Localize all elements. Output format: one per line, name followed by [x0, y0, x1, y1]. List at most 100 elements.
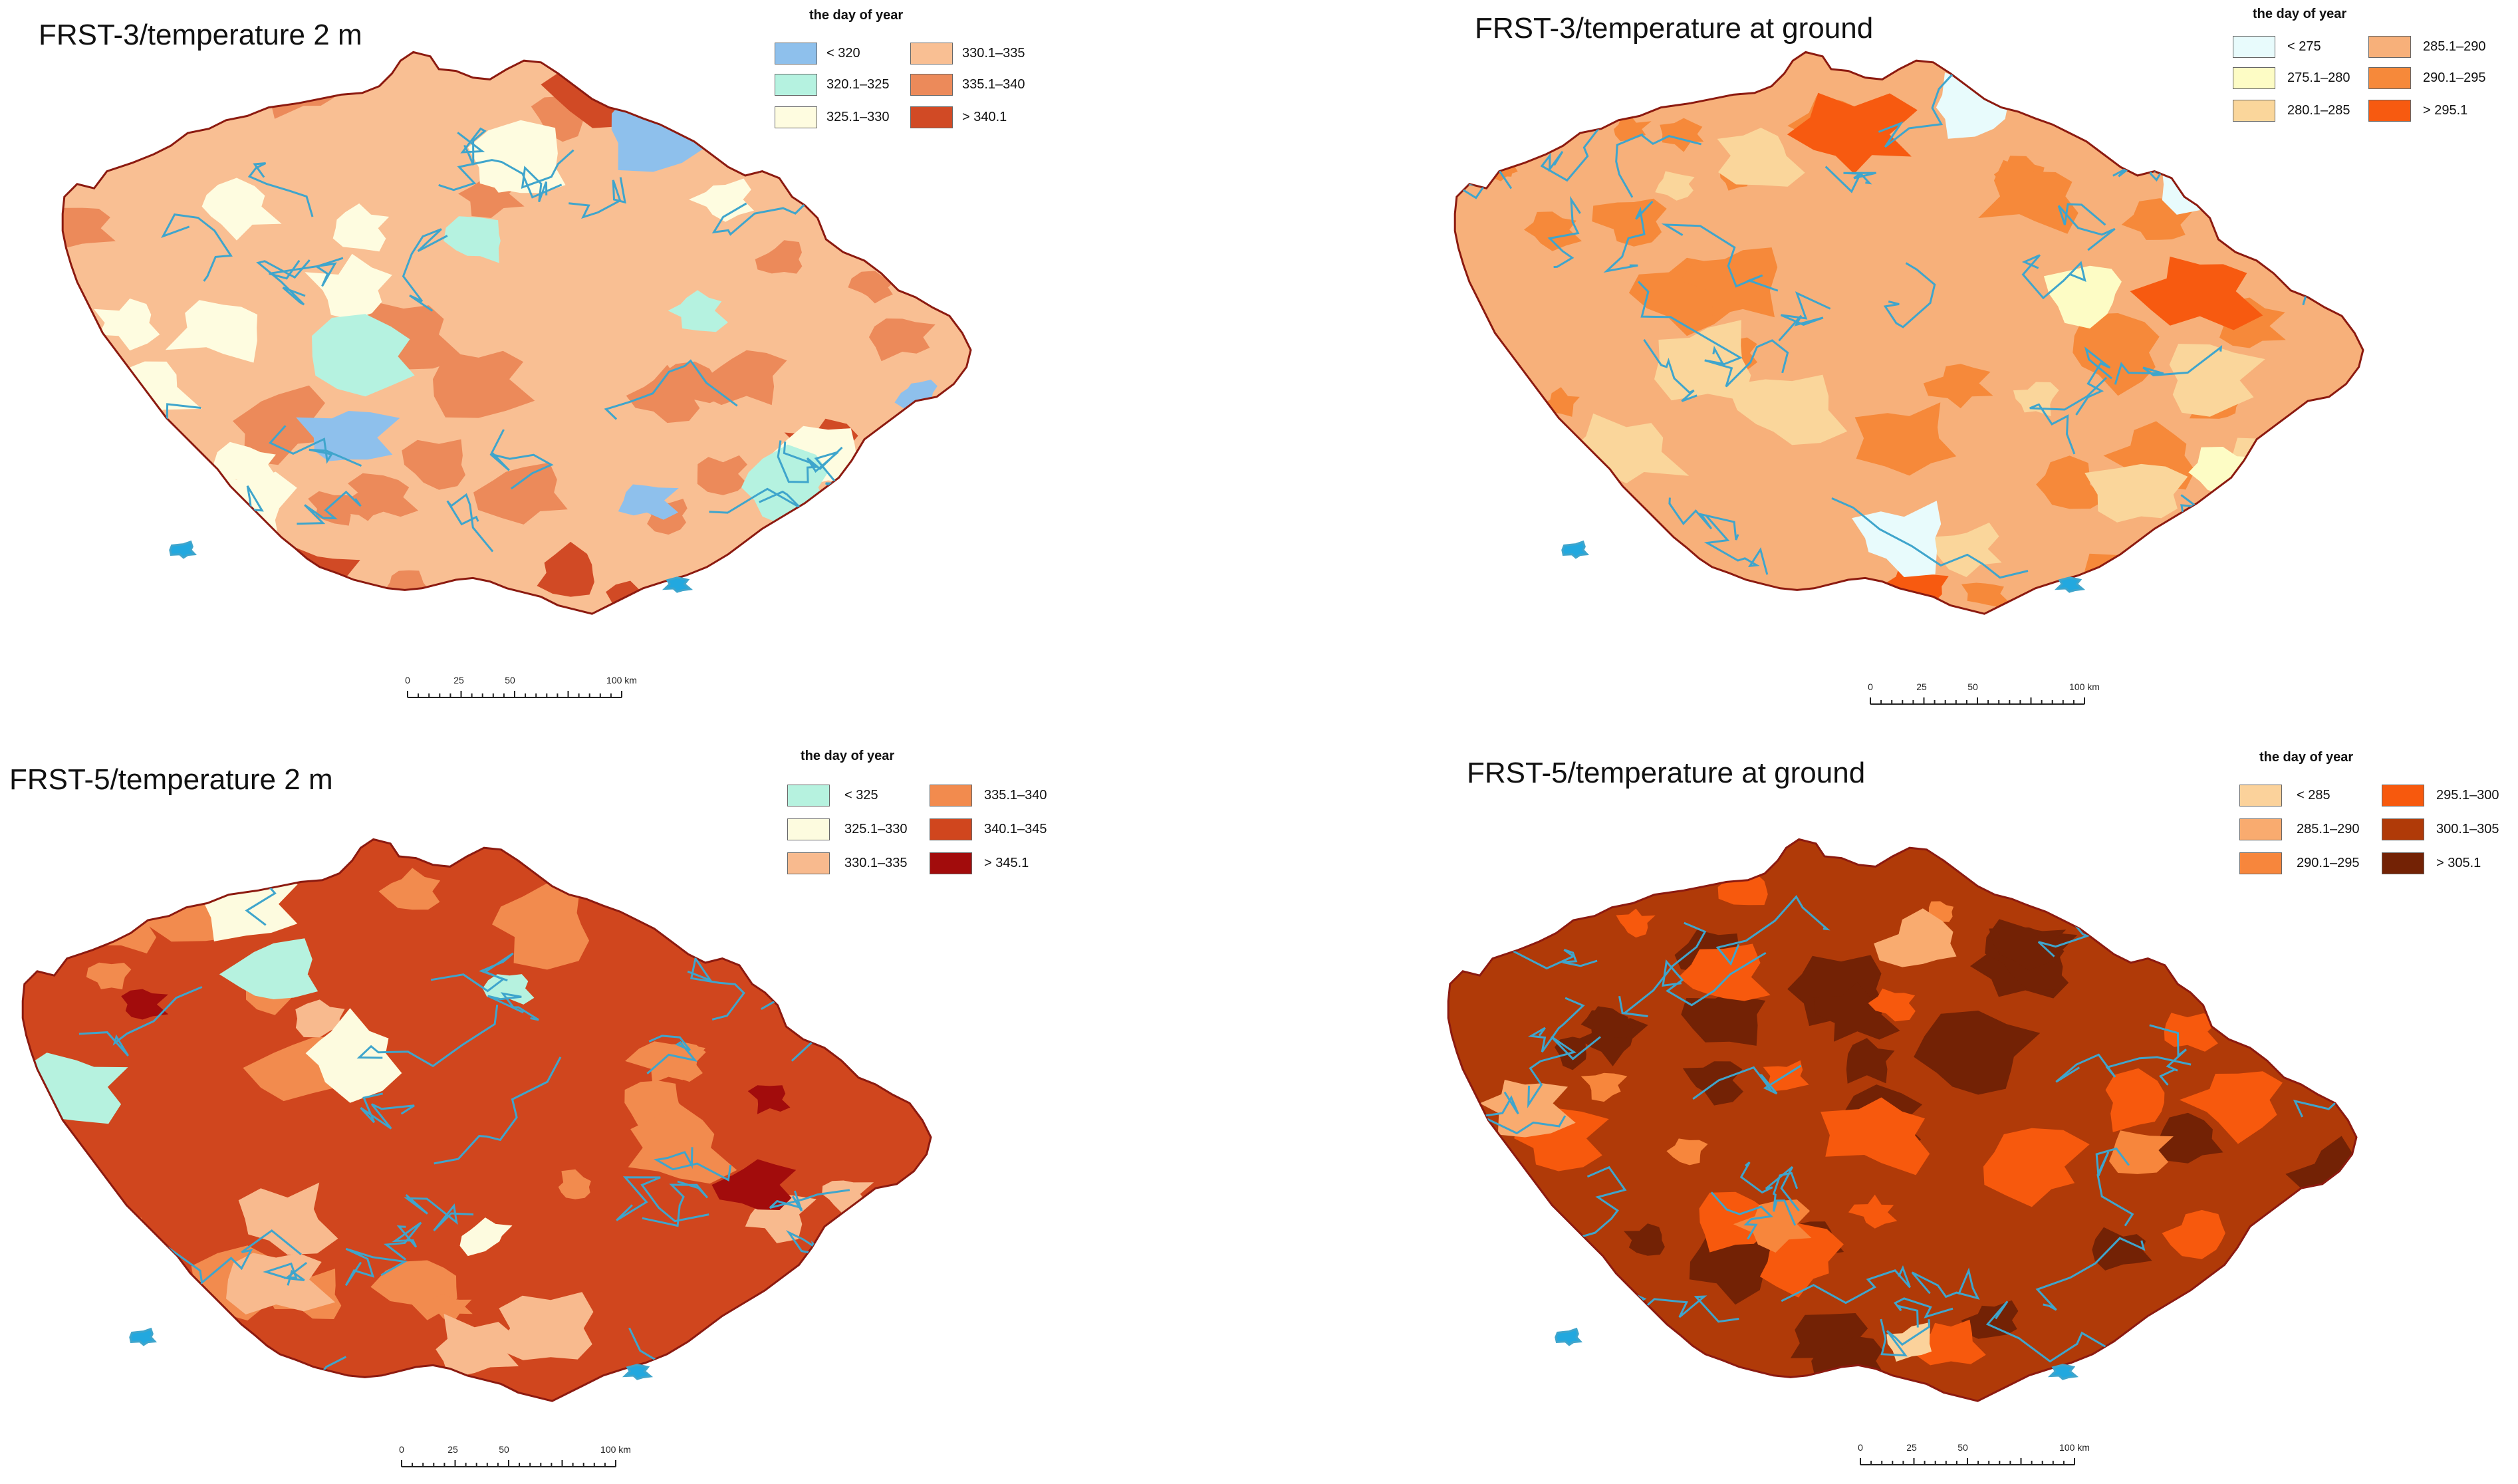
map-region — [1678, 943, 1771, 1001]
map-region — [2109, 1130, 2174, 1174]
map-region — [2146, 1112, 2223, 1164]
legend-label: > 340.1 — [962, 110, 1007, 124]
map-region — [2084, 463, 2188, 523]
map-region — [467, 120, 566, 193]
map-region — [2013, 382, 2059, 417]
river — [263, 1262, 308, 1286]
map-region — [63, 54, 128, 108]
map-region — [1733, 1199, 1812, 1253]
river — [1540, 123, 1603, 182]
river — [1510, 949, 1598, 970]
map-region — [2170, 1298, 2233, 1344]
river — [1739, 1161, 1800, 1212]
map-region — [2234, 161, 2310, 226]
map-czech-republic — [1447, 838, 2358, 1402]
map-region — [1494, 491, 1611, 567]
map-region — [656, 1042, 706, 1080]
map-region — [618, 484, 679, 520]
map-region — [1961, 582, 2011, 607]
map-region — [312, 314, 415, 397]
river — [402, 228, 448, 312]
legend-title: the day of year — [801, 749, 895, 763]
river — [1831, 497, 2029, 579]
map-region — [1519, 537, 1598, 598]
map-region — [165, 300, 258, 363]
legend-swatch — [2368, 67, 2411, 89]
river — [1661, 223, 1779, 292]
map-region — [1717, 128, 1805, 187]
map-region — [433, 350, 535, 418]
map-region — [201, 178, 282, 241]
map-region — [378, 868, 441, 910]
river — [604, 359, 738, 420]
river — [1781, 1265, 1911, 1304]
map-region — [1995, 846, 2063, 903]
map-region — [1513, 1301, 1593, 1362]
legend-label: 285.1–290 — [2423, 39, 2486, 54]
map-region — [473, 462, 568, 525]
map-region — [459, 1217, 513, 1257]
map-region — [702, 78, 768, 126]
map-region — [1914, 1011, 2041, 1095]
legend-swatch — [930, 852, 972, 874]
legend-swatch — [2382, 852, 2424, 874]
legend: the day of year < 325 325.1–330 330.1–33… — [787, 749, 1100, 882]
map-region — [2130, 256, 2263, 330]
legend-label: > 305.1 — [2436, 856, 2481, 870]
map-panel-frst3-ground: FRST-3/temperature at ground the day of … — [1259, 0, 2518, 741]
legend-swatch — [2239, 785, 2282, 806]
legend-swatch — [787, 785, 830, 806]
map-region — [2253, 470, 2355, 547]
river — [404, 1193, 474, 1231]
legend-swatch — [2368, 36, 2411, 58]
map-region — [94, 299, 160, 351]
scale-label: 25 — [1906, 1442, 1917, 1453]
legend-label: 335.1–340 — [962, 77, 1025, 92]
map-czech-republic — [1453, 51, 2364, 615]
scale-label: 0 — [1868, 681, 1873, 692]
legend-swatch — [2233, 100, 2275, 122]
river — [430, 952, 514, 993]
river — [2029, 377, 2108, 455]
river — [1527, 1036, 1601, 1108]
legend-label: > 345.1 — [984, 856, 1029, 870]
scale-label: 50 — [1967, 681, 1978, 692]
map-region — [1923, 364, 1993, 409]
scale-label: 100 km — [600, 1444, 631, 1455]
map-region — [226, 1253, 336, 1314]
river — [92, 129, 136, 162]
river — [1778, 291, 1831, 342]
map-region — [233, 385, 330, 465]
panel-title: FRST-3/temperature at ground — [1475, 12, 1874, 45]
map-region — [1813, 982, 1900, 1042]
river — [1704, 339, 1789, 388]
river — [2095, 1147, 2134, 1227]
map-region — [108, 93, 175, 134]
river — [1825, 166, 1876, 193]
river — [344, 1247, 408, 1287]
map-region — [432, 1293, 473, 1322]
map-region — [1497, 1322, 1553, 1366]
legend-label: 290.1–295 — [2297, 856, 2360, 870]
river — [1880, 1318, 1931, 1357]
map-region — [827, 1244, 901, 1300]
map-region — [2105, 1068, 2165, 1132]
map-region — [2303, 542, 2364, 589]
map-region — [1681, 991, 1766, 1046]
legend-swatch — [775, 106, 817, 128]
map-region — [842, 559, 903, 597]
map-region — [63, 207, 116, 249]
map-region — [348, 473, 419, 519]
map-region — [1616, 908, 1656, 938]
river — [711, 195, 814, 236]
map-region — [1592, 198, 1667, 247]
map-region — [296, 411, 400, 461]
map-region — [1666, 1138, 1708, 1166]
map-region — [812, 913, 932, 993]
river — [653, 1147, 732, 1182]
panel-title: FRST-5/temperature at ground — [1467, 757, 1866, 789]
legend-swatch — [2368, 100, 2411, 122]
river — [616, 1176, 709, 1223]
legend-swatch — [787, 852, 830, 874]
river — [687, 955, 745, 1021]
